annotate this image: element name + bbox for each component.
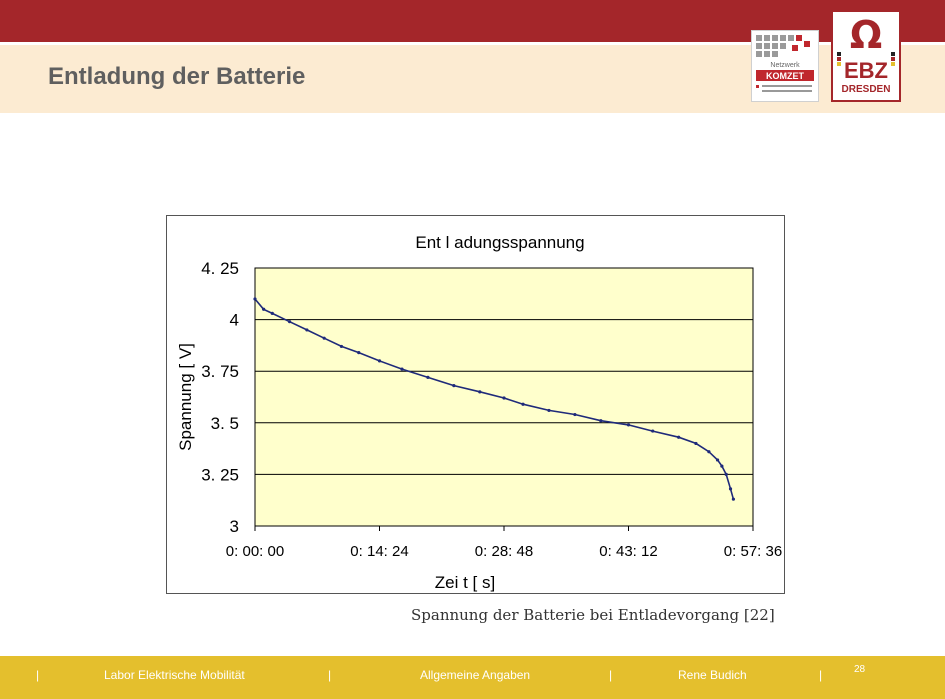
x-tick-label: 0: 00: 00 — [226, 543, 284, 560]
data-point — [731, 497, 736, 501]
y-tick-label: 3. 75 — [201, 362, 239, 381]
chart-container: Ent l adungsspannung 3 3. 25 3. 5 3. 75 4 4. … — [166, 215, 785, 594]
y-tick-label: 3 — [230, 517, 239, 536]
komzet-line1: Netzwerk — [770, 62, 800, 69]
data-point — [426, 375, 430, 379]
y-axis-label: Spannung [ V] — [176, 343, 195, 451]
data-point — [651, 429, 655, 433]
data-point — [573, 412, 577, 417]
chart-caption: Spannung der Batterie bei Entladevorgang… — [411, 606, 775, 624]
page-number: 28 — [854, 664, 866, 675]
data-point — [502, 396, 506, 400]
komzet-logo-graphic: Netzwerk KOMZET — [756, 35, 814, 92]
footer-course: Labor Elektrische Mobilität — [104, 668, 245, 682]
discharge-chart: Ent l adungsspannung 3 3. 25 3. 5 3. 75 4 4. … — [176, 233, 782, 592]
footer-section: Allgemeine Angaben — [420, 668, 531, 682]
footer-bar — [0, 656, 945, 699]
series-line — [254, 298, 735, 500]
ebz-line2: DRESDEN — [842, 84, 891, 95]
y-tick-label: 4 — [230, 311, 239, 330]
data-point — [339, 344, 344, 349]
data-point — [270, 311, 274, 316]
data-point — [547, 408, 551, 413]
data-point — [322, 336, 326, 340]
ebz-logo: Ω EBZ DRESDEN — [831, 10, 901, 102]
footer-separator: | — [609, 668, 613, 682]
omega-icon: Ω — [850, 13, 882, 57]
ebz-logo-graphic: Ω EBZ DRESDEN — [837, 13, 895, 95]
data-point — [253, 297, 257, 301]
footer-separator: | — [819, 668, 823, 682]
data-point — [599, 419, 603, 423]
komzet-logo: Netzwerk KOMZET — [751, 30, 819, 102]
x-tick-label: 0: 14: 24 — [350, 543, 408, 560]
footer-separator: | — [328, 668, 332, 682]
data-point — [377, 359, 382, 363]
ebz-line1: EBZ — [844, 58, 888, 83]
data-point — [357, 351, 361, 355]
data-point — [478, 390, 482, 394]
data-point — [521, 402, 525, 406]
data-point — [287, 320, 292, 324]
x-tick-label: 0: 57: 36 — [724, 543, 782, 560]
x-axis-label: Zei t [ s] — [435, 573, 495, 592]
y-tick-label: 3. 5 — [211, 414, 239, 433]
data-point — [728, 487, 733, 491]
y-tick-label: 4. 25 — [201, 259, 239, 278]
data-point — [626, 423, 631, 427]
komzet-line2: KOMZET — [766, 71, 804, 81]
data-point — [400, 367, 404, 371]
x-tick-label: 0: 28: 48 — [475, 543, 533, 560]
data-point — [715, 458, 720, 462]
footer-author: Rene Budich — [678, 668, 747, 682]
data-point — [724, 472, 728, 476]
top-stripe — [0, 42, 945, 45]
data-point — [720, 464, 724, 468]
data-point — [262, 307, 266, 311]
data-point — [452, 384, 456, 388]
data-point — [305, 328, 309, 332]
footer-separator: | — [36, 668, 40, 682]
chart-title: Ent l adungsspannung — [415, 233, 584, 252]
data-point — [707, 450, 711, 454]
data-point — [677, 435, 681, 439]
slide-title: Entladung der Batterie — [48, 63, 306, 90]
data-point — [694, 441, 698, 446]
y-tick-label: 3. 25 — [201, 465, 239, 484]
x-tick-label: 0: 43: 12 — [599, 543, 657, 560]
